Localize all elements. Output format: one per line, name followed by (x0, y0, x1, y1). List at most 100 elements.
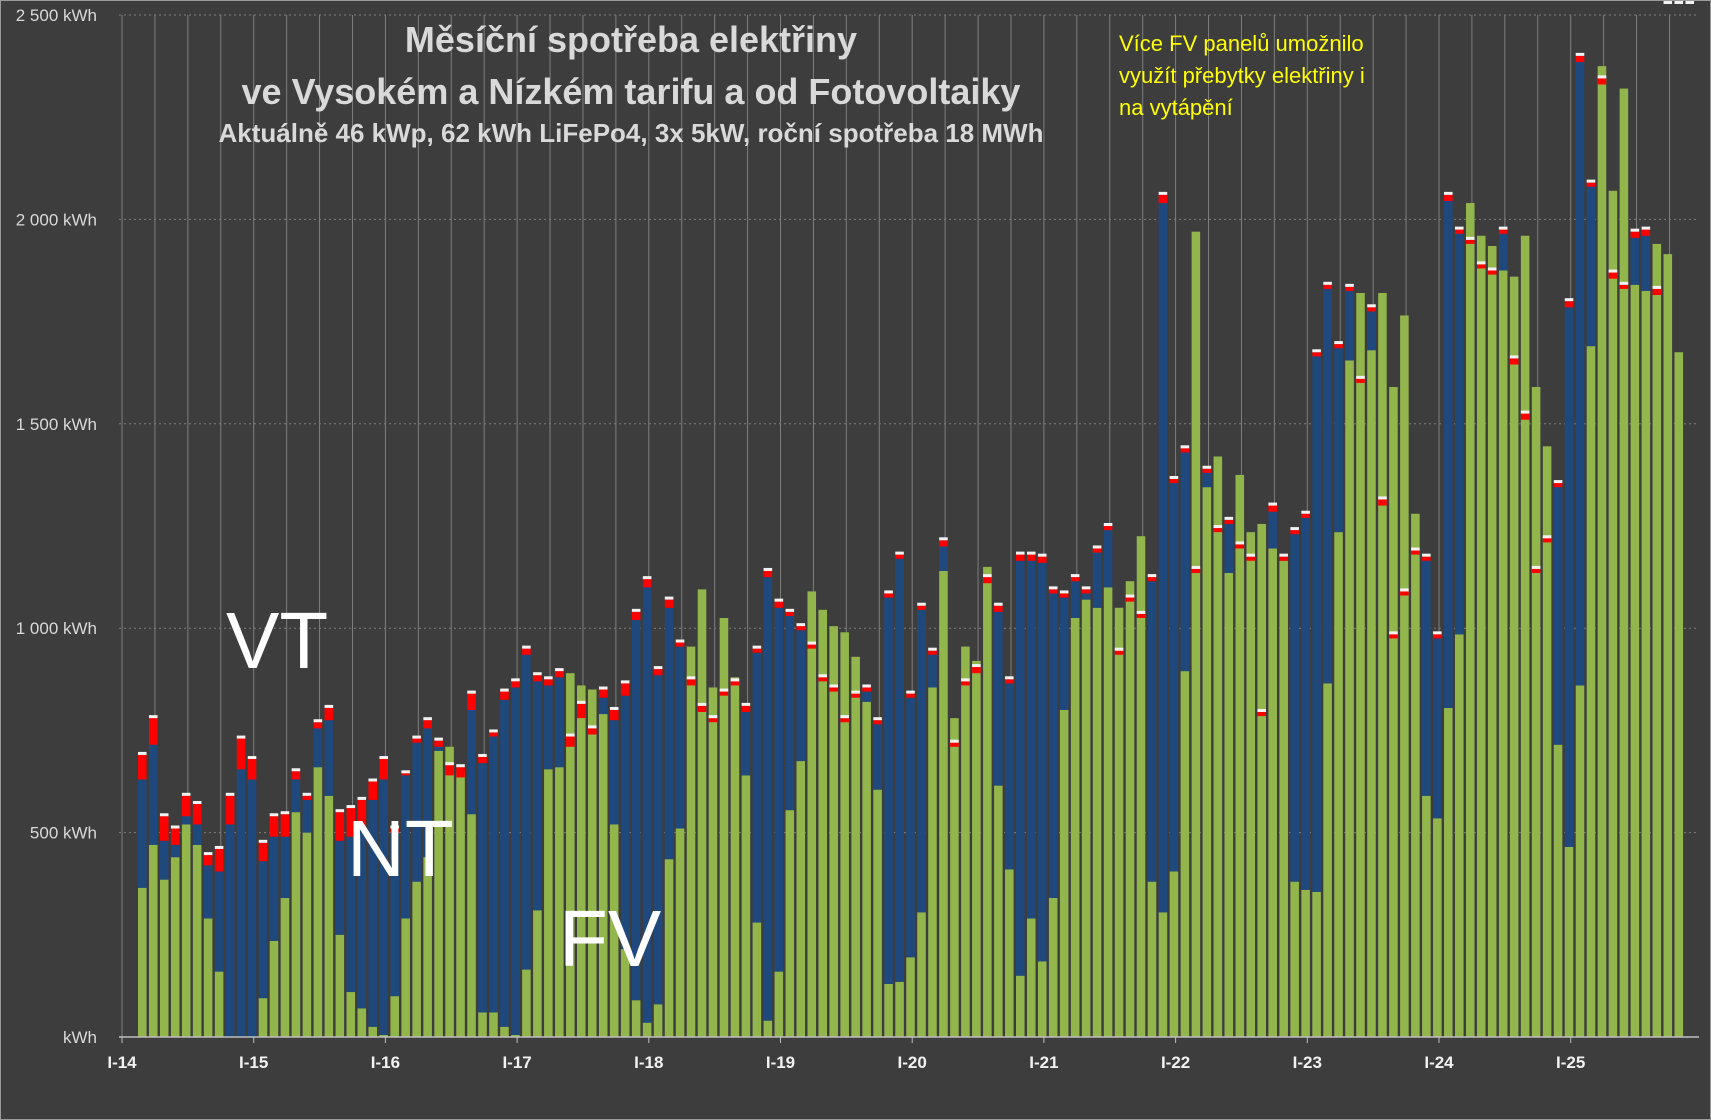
bar-month (269, 813, 279, 1037)
bar-month (1202, 465, 1212, 1037)
bar-fv (258, 998, 268, 1037)
bar-cap (1356, 375, 1365, 379)
bar-nt (1202, 472, 1212, 488)
bar-vt (1257, 712, 1267, 717)
bar-vt (1400, 591, 1409, 596)
bar-fv (1048, 898, 1058, 1037)
bar-vt (664, 599, 674, 608)
bar-vt (1026, 554, 1036, 561)
bar-cap (302, 792, 312, 796)
bar-cap (1542, 535, 1552, 539)
bar-vt (1059, 593, 1069, 598)
bar-nt (1180, 452, 1190, 672)
bar-month (1542, 446, 1552, 1037)
bar-fv (269, 940, 279, 1037)
bar-cap (1597, 75, 1607, 79)
bar-month (390, 825, 399, 1037)
bar-month (1169, 475, 1179, 1037)
bar-month (423, 717, 432, 1037)
bar-nt (324, 720, 334, 796)
bar-vt (1455, 229, 1464, 234)
bar-vt (445, 765, 454, 776)
bar-month (697, 589, 707, 1037)
bar-cap (1147, 574, 1157, 578)
bar-month (961, 646, 970, 1037)
bar-month (1663, 1, 1673, 1037)
bar-month (906, 690, 915, 1037)
bar-fv (423, 857, 432, 1037)
bar-fv (1433, 818, 1442, 1037)
bar-cap (1586, 179, 1596, 183)
bar-vt (489, 732, 498, 737)
bar-vt (1114, 650, 1124, 655)
bar-month (1367, 304, 1376, 1037)
bar-cap (258, 839, 268, 843)
bar-fv (1531, 387, 1541, 1037)
bar-vt (478, 756, 487, 764)
bar-vt (346, 808, 356, 837)
bar-fv (500, 1026, 509, 1037)
bar-nt (785, 615, 795, 811)
bar-vt (807, 644, 817, 649)
bar-fv (412, 881, 421, 1037)
bar-vt (357, 799, 367, 827)
bar-cap (379, 756, 389, 760)
bar-vt (533, 675, 542, 682)
bar-fv (994, 785, 1003, 1037)
bar-fv (1016, 975, 1025, 1037)
bar-cap (752, 645, 762, 649)
bar-cap (148, 715, 158, 719)
bar-nt (1301, 517, 1310, 890)
x-tick-label: I-25 (1556, 1053, 1585, 1072)
bar-month (1125, 581, 1135, 1037)
bar-vt (467, 693, 476, 710)
x-tick-label: I-18 (634, 1053, 663, 1072)
bar-vt (719, 691, 729, 696)
bar-cap (994, 602, 1003, 606)
bar-cap (423, 717, 432, 721)
bar-fv (1411, 513, 1420, 1037)
bar-month (928, 647, 937, 1037)
bar-nt (884, 597, 893, 984)
bar-month (148, 715, 158, 1037)
bar-nt (1005, 683, 1014, 870)
bar-cap (1400, 588, 1409, 592)
bar-cap (1070, 574, 1080, 578)
bar-nt (1345, 290, 1354, 361)
bar-cap (1389, 631, 1398, 635)
bar-fv (1542, 446, 1552, 1037)
bar-fv (555, 767, 564, 1037)
y-tick-label: 500 kWh (30, 824, 97, 843)
bar-cap (214, 845, 224, 849)
bar-fv (533, 910, 542, 1037)
bar-vt (1125, 597, 1135, 602)
bar-vt (412, 738, 421, 743)
bar-fv (170, 857, 180, 1037)
bar-month (785, 608, 795, 1037)
bar-fv (1191, 231, 1201, 1037)
bar-cap (1092, 545, 1102, 549)
bar-nt (1498, 233, 1508, 271)
bar-vt (423, 720, 432, 729)
bar-vt (994, 605, 1003, 612)
bar-vt (598, 689, 608, 698)
bar-vt (774, 601, 784, 608)
bar-fv (1498, 270, 1508, 1037)
bar-nt (335, 840, 345, 935)
bar-cap (1334, 341, 1343, 345)
bar-month (445, 746, 454, 1037)
bar-nt (181, 816, 191, 825)
bar-month (214, 845, 224, 1037)
bar-month (873, 717, 882, 1037)
bar-cap (741, 702, 751, 706)
bar-month (642, 576, 652, 1037)
bar-cap (1005, 676, 1014, 680)
bar-nt (1586, 186, 1596, 347)
bar-cap (203, 852, 213, 856)
bar-nt (225, 824, 235, 1037)
bar-month (862, 684, 871, 1037)
bar-month (401, 770, 410, 1037)
x-tick-label: I-22 (1161, 1053, 1190, 1072)
bar-vt (1016, 554, 1025, 561)
